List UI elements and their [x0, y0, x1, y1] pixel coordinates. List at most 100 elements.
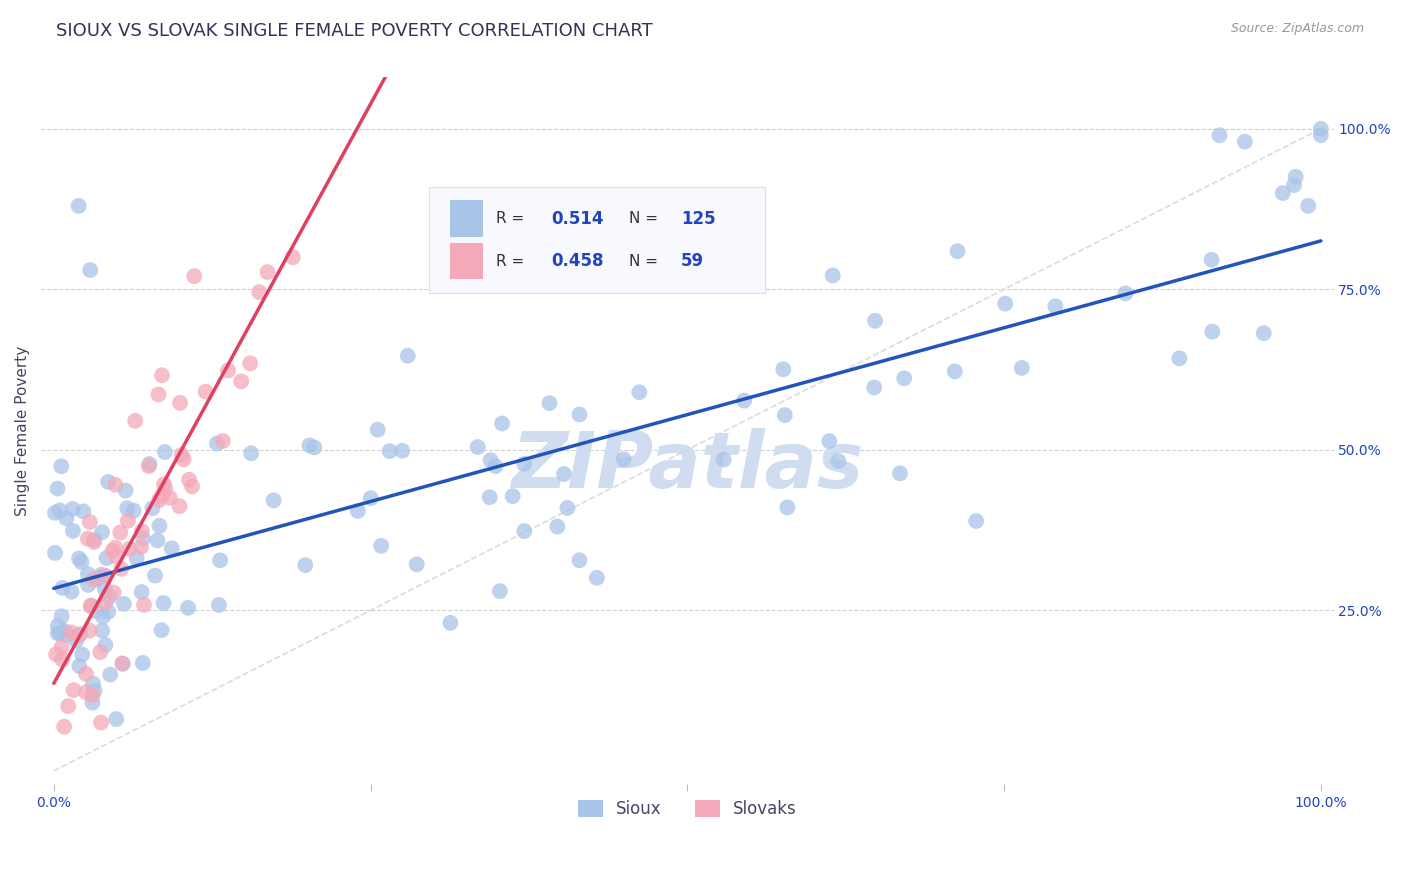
Point	[53, 720, 76, 734]
Point	[79, 624, 101, 638]
Point	[82, 696, 104, 710]
Point	[111, 657, 134, 671]
Point	[131, 524, 153, 538]
Point	[67, 659, 90, 673]
Point	[546, 519, 568, 533]
Point	[946, 244, 969, 259]
Point	[568, 553, 591, 567]
Point	[173, 452, 195, 467]
Point	[1168, 351, 1191, 366]
Point	[478, 490, 501, 504]
Point	[83, 683, 105, 698]
Point	[62, 524, 84, 538]
Point	[405, 558, 427, 572]
Point	[965, 514, 987, 528]
Point	[231, 375, 253, 389]
Point	[56, 628, 79, 642]
Point	[82, 676, 104, 690]
Point	[367, 423, 389, 437]
Text: N =: N =	[628, 211, 658, 227]
Point	[65, 633, 87, 648]
Point	[263, 493, 285, 508]
Point	[613, 452, 636, 467]
Point	[79, 263, 101, 277]
Point	[370, 539, 392, 553]
Point	[72, 504, 94, 518]
Point	[91, 525, 114, 540]
Point	[1253, 326, 1275, 341]
Text: R =: R =	[496, 253, 524, 268]
Point	[538, 396, 561, 410]
Point	[91, 609, 114, 624]
Text: N =: N =	[628, 253, 658, 268]
Point	[773, 408, 796, 422]
Text: Source: ZipAtlas.com: Source: ZipAtlas.com	[1230, 22, 1364, 36]
Point	[125, 551, 148, 566]
Point	[70, 648, 93, 662]
Point	[513, 457, 536, 471]
Point	[396, 349, 419, 363]
Point	[489, 584, 512, 599]
Point	[59, 625, 82, 640]
Point	[80, 599, 103, 613]
Point	[281, 250, 304, 264]
Point	[298, 438, 321, 452]
Point	[177, 600, 200, 615]
Point	[1011, 360, 1033, 375]
Point	[256, 265, 278, 279]
Point	[439, 615, 461, 630]
Point	[46, 619, 69, 633]
Point	[90, 570, 112, 584]
Legend: Sioux, Slovaks: Sioux, Slovaks	[571, 793, 804, 825]
Point	[209, 553, 232, 567]
Point	[557, 500, 579, 515]
Point	[46, 482, 69, 496]
Point	[150, 623, 173, 637]
Point	[141, 501, 163, 516]
Point	[153, 477, 176, 491]
Point	[104, 541, 127, 555]
Point	[75, 666, 97, 681]
Point	[304, 441, 326, 455]
Point	[211, 434, 233, 448]
Point	[44, 506, 66, 520]
Point	[776, 500, 799, 515]
Point	[943, 364, 966, 378]
Point	[75, 685, 97, 699]
Point	[863, 380, 886, 394]
Point	[378, 444, 401, 458]
Point	[70, 555, 93, 569]
Point	[391, 443, 413, 458]
Point	[67, 628, 90, 642]
Point	[240, 446, 263, 460]
Point	[239, 356, 262, 370]
Point	[1045, 299, 1067, 313]
Point	[148, 518, 170, 533]
Point	[1285, 169, 1308, 184]
Point	[217, 363, 239, 377]
Point	[994, 296, 1017, 310]
Point	[46, 626, 69, 640]
Point	[110, 525, 132, 540]
Point	[568, 408, 591, 422]
FancyBboxPatch shape	[450, 201, 484, 237]
Point	[77, 578, 100, 592]
Point	[484, 459, 506, 474]
Point	[247, 285, 270, 299]
Point	[67, 199, 90, 213]
Point	[205, 436, 228, 450]
Point	[138, 457, 160, 471]
Point	[1309, 121, 1331, 136]
Point	[479, 453, 502, 467]
Point	[713, 452, 735, 467]
Point	[863, 314, 886, 328]
Point	[96, 551, 118, 566]
FancyBboxPatch shape	[429, 187, 765, 293]
Point	[101, 543, 124, 558]
Point	[132, 531, 155, 545]
Text: 59: 59	[681, 252, 704, 270]
Point	[56, 699, 79, 714]
Point	[294, 558, 316, 573]
Point	[79, 515, 101, 529]
Point	[818, 434, 841, 449]
